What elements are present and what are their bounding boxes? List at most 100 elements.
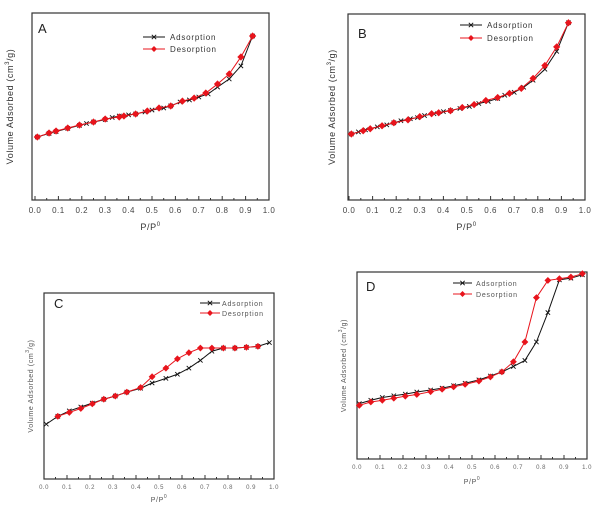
data-point-diamond-marker bbox=[367, 398, 375, 406]
data-point-diamond-marker bbox=[446, 107, 455, 115]
data-point-diamond-marker bbox=[178, 97, 187, 105]
data-point-diamond-marker bbox=[196, 344, 204, 352]
data-point-diamond-marker bbox=[347, 130, 355, 138]
data-point-diamond-marker bbox=[75, 121, 84, 129]
x-tick-label: 0.0 bbox=[29, 206, 42, 215]
data-point-diamond-marker bbox=[101, 115, 109, 123]
x-tick-label: 0.9 bbox=[555, 206, 568, 215]
data-point-x-marker bbox=[149, 380, 155, 386]
legend: Adsorption Desorption bbox=[460, 21, 533, 43]
y-axis-label-post: /g) bbox=[341, 319, 348, 329]
legend-item-desorption: Desorption bbox=[143, 45, 216, 54]
x-tick-label: 0.9 bbox=[559, 465, 569, 471]
x-tick-label: 0.2 bbox=[390, 206, 403, 215]
x-tick-label: 0.4 bbox=[122, 206, 135, 215]
y-axis-label-post: /g) bbox=[5, 49, 15, 61]
data-point-diamond-marker bbox=[111, 392, 119, 400]
data-point-diamond-marker bbox=[404, 116, 412, 124]
x-axis-label: P/P0 bbox=[464, 476, 480, 486]
legend-label: Adsorption bbox=[476, 281, 517, 288]
desorption-line bbox=[359, 273, 583, 406]
data-point-diamond-marker bbox=[553, 43, 561, 51]
x-tick-label: 0.4 bbox=[131, 485, 141, 491]
data-point-diamond-marker bbox=[213, 80, 222, 88]
x-tick-label: 0.0 bbox=[343, 206, 356, 215]
y-axis-label-sup: 3 bbox=[25, 349, 31, 352]
data-point-diamond-marker bbox=[567, 273, 575, 281]
x-tick-label: 1.0 bbox=[579, 206, 592, 215]
x-tick-label: 0.8 bbox=[536, 465, 546, 471]
data-point-diamond-marker bbox=[378, 122, 386, 130]
legend-item-adsorption: Adsorption bbox=[143, 33, 215, 42]
x-tick-label: 0.5 bbox=[146, 206, 159, 215]
y-axis-label: Volume Adsorbed (cm3/g) bbox=[5, 49, 15, 165]
data-point-diamond-marker bbox=[482, 96, 490, 105]
x-tick-label: 1.0 bbox=[269, 485, 279, 491]
data-point-x-marker bbox=[174, 371, 180, 377]
y-axis-label-post: /g) bbox=[327, 49, 337, 61]
series-adsorption bbox=[43, 340, 272, 427]
x-tick-label: 0.2 bbox=[398, 465, 408, 471]
x-tick-label: 0.3 bbox=[99, 206, 112, 215]
data-point-diamond-marker bbox=[390, 119, 398, 127]
series-adsorption bbox=[356, 272, 585, 407]
data-point-diamond-marker bbox=[416, 113, 424, 121]
data-point-diamond-marker bbox=[167, 102, 175, 110]
x-tick-label: 0.4 bbox=[444, 465, 454, 471]
legend-diamond-marker bbox=[151, 46, 157, 52]
legend: Adsorption Desorption bbox=[143, 33, 216, 54]
x-axis-label: P/P0 bbox=[456, 222, 476, 232]
series-desorption bbox=[355, 270, 586, 409]
data-point-diamond-marker bbox=[254, 342, 262, 350]
data-point-diamond-marker bbox=[231, 344, 239, 352]
legend-label: Adsorption bbox=[487, 21, 533, 30]
x-tick-label: 0.3 bbox=[421, 465, 431, 471]
series-desorption bbox=[347, 19, 573, 138]
data-point-diamond-marker bbox=[64, 124, 72, 132]
x-tick-label: 0.0 bbox=[352, 465, 362, 471]
data-point-diamond-marker bbox=[435, 109, 443, 117]
data-point-diamond-marker bbox=[225, 70, 233, 78]
data-point-diamond-marker bbox=[45, 129, 53, 137]
legend-item-desorption: Desorption bbox=[453, 291, 517, 299]
data-point-x-marker bbox=[398, 118, 404, 124]
data-point-diamond-marker bbox=[123, 388, 131, 396]
data-point-diamond-marker bbox=[521, 338, 529, 346]
data-point-x-marker bbox=[510, 363, 516, 369]
x-tick-label: 1.0 bbox=[582, 465, 592, 471]
x-tick-label: 0.7 bbox=[513, 465, 523, 471]
y-axis-label-sup: 3 bbox=[338, 329, 344, 332]
data-point-diamond-marker bbox=[173, 355, 181, 363]
panel-label: C bbox=[54, 296, 63, 311]
data-point-diamond-marker bbox=[470, 100, 478, 109]
series-desorption bbox=[33, 32, 257, 141]
data-point-diamond-marker bbox=[162, 364, 170, 372]
legend-item-adsorption: Adsorption bbox=[200, 300, 263, 308]
x-tick-label: 0.0 bbox=[39, 485, 49, 491]
data-point-diamond-marker bbox=[100, 395, 108, 403]
y-axis-label-pre: Volume Adsorbed (cm bbox=[341, 332, 348, 412]
data-point-x-marker bbox=[545, 310, 551, 316]
data-point-x-marker bbox=[186, 365, 192, 371]
data-point-diamond-marker bbox=[450, 383, 458, 391]
data-point-diamond-marker bbox=[54, 412, 62, 420]
data-point-diamond-marker bbox=[532, 294, 540, 302]
data-point-diamond-marker bbox=[143, 107, 151, 115]
data-point-diamond-marker bbox=[378, 396, 386, 404]
x-tick-label: 0.8 bbox=[531, 206, 544, 215]
y-axis-label-pre: Volume Adsorbed (cm bbox=[327, 65, 337, 164]
data-point-diamond-marker bbox=[242, 343, 250, 351]
legend-x-marker bbox=[207, 300, 213, 306]
data-point-diamond-marker bbox=[190, 94, 198, 102]
legend-item-desorption: Desorption bbox=[460, 34, 533, 43]
data-point-x-marker bbox=[522, 357, 528, 363]
data-point-x-marker bbox=[43, 421, 49, 427]
legend-diamond-marker bbox=[459, 291, 466, 297]
legend-label: Adsorption bbox=[222, 301, 263, 308]
x-tick-label: 0.6 bbox=[177, 485, 187, 491]
data-point-diamond-marker bbox=[202, 89, 210, 97]
legend-item-adsorption: Adsorption bbox=[453, 280, 517, 288]
x-tick-label: 0.7 bbox=[200, 485, 210, 491]
data-point-diamond-marker bbox=[458, 103, 466, 112]
x-tick-label: 0.9 bbox=[239, 206, 252, 215]
